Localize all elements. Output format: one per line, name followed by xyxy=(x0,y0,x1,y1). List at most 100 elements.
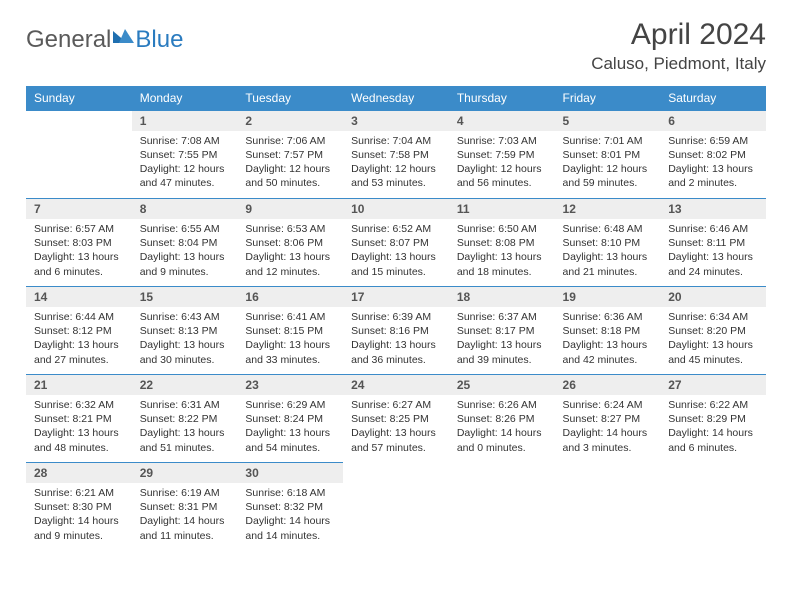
calendar-cell: 4Sunrise: 7:03 AMSunset: 7:59 PMDaylight… xyxy=(449,111,555,199)
calendar-week-row: 7Sunrise: 6:57 AMSunset: 8:03 PMDaylight… xyxy=(26,199,766,287)
weekday-header: Wednesday xyxy=(343,86,449,111)
calendar-cell: 24Sunrise: 6:27 AMSunset: 8:25 PMDayligh… xyxy=(343,375,449,463)
calendar-cell: 12Sunrise: 6:48 AMSunset: 8:10 PMDayligh… xyxy=(555,199,661,287)
calendar-cell: 21Sunrise: 6:32 AMSunset: 8:21 PMDayligh… xyxy=(26,375,132,463)
day-details: Sunrise: 7:08 AMSunset: 7:55 PMDaylight:… xyxy=(132,131,238,195)
day-number: 27 xyxy=(660,375,766,395)
calendar-cell: .. xyxy=(555,463,661,551)
day-number: 3 xyxy=(343,111,449,131)
day-number: 24 xyxy=(343,375,449,395)
day-details: Sunrise: 6:57 AMSunset: 8:03 PMDaylight:… xyxy=(26,219,132,283)
weekday-header: Friday xyxy=(555,86,661,111)
calendar-cell: 3Sunrise: 7:04 AMSunset: 7:58 PMDaylight… xyxy=(343,111,449,199)
day-number: 30 xyxy=(237,463,343,483)
calendar-cell: 18Sunrise: 6:37 AMSunset: 8:17 PMDayligh… xyxy=(449,287,555,375)
location-subtitle: Caluso, Piedmont, Italy xyxy=(591,54,766,74)
day-details: Sunrise: 6:50 AMSunset: 8:08 PMDaylight:… xyxy=(449,219,555,283)
calendar-cell: 23Sunrise: 6:29 AMSunset: 8:24 PMDayligh… xyxy=(237,375,343,463)
day-number: 12 xyxy=(555,199,661,219)
calendar-cell: 15Sunrise: 6:43 AMSunset: 8:13 PMDayligh… xyxy=(132,287,238,375)
calendar-cell: .. xyxy=(26,111,132,199)
weekday-header: Saturday xyxy=(660,86,766,111)
calendar-table: SundayMondayTuesdayWednesdayThursdayFrid… xyxy=(26,86,766,551)
day-details: Sunrise: 6:46 AMSunset: 8:11 PMDaylight:… xyxy=(660,219,766,283)
day-details: Sunrise: 6:26 AMSunset: 8:26 PMDaylight:… xyxy=(449,395,555,459)
day-details: Sunrise: 6:36 AMSunset: 8:18 PMDaylight:… xyxy=(555,307,661,371)
day-number: 5 xyxy=(555,111,661,131)
day-number: 21 xyxy=(26,375,132,395)
calendar-page: General Blue April 2024 Caluso, Piedmont… xyxy=(0,0,792,561)
day-details: Sunrise: 7:04 AMSunset: 7:58 PMDaylight:… xyxy=(343,131,449,195)
calendar-week-row: 14Sunrise: 6:44 AMSunset: 8:12 PMDayligh… xyxy=(26,287,766,375)
day-details: Sunrise: 6:41 AMSunset: 8:15 PMDaylight:… xyxy=(237,307,343,371)
day-details: Sunrise: 7:06 AMSunset: 7:57 PMDaylight:… xyxy=(237,131,343,195)
calendar-cell: 9Sunrise: 6:53 AMSunset: 8:06 PMDaylight… xyxy=(237,199,343,287)
day-number: 8 xyxy=(132,199,238,219)
day-details: Sunrise: 6:39 AMSunset: 8:16 PMDaylight:… xyxy=(343,307,449,371)
calendar-cell: 10Sunrise: 6:52 AMSunset: 8:07 PMDayligh… xyxy=(343,199,449,287)
calendar-week-row: 28Sunrise: 6:21 AMSunset: 8:30 PMDayligh… xyxy=(26,463,766,551)
calendar-cell: 8Sunrise: 6:55 AMSunset: 8:04 PMDaylight… xyxy=(132,199,238,287)
day-details: Sunrise: 6:18 AMSunset: 8:32 PMDaylight:… xyxy=(237,483,343,547)
calendar-cell: 14Sunrise: 6:44 AMSunset: 8:12 PMDayligh… xyxy=(26,287,132,375)
brand-mark-icon xyxy=(113,24,135,52)
calendar-cell: 28Sunrise: 6:21 AMSunset: 8:30 PMDayligh… xyxy=(26,463,132,551)
day-details: Sunrise: 6:48 AMSunset: 8:10 PMDaylight:… xyxy=(555,219,661,283)
day-details: Sunrise: 6:55 AMSunset: 8:04 PMDaylight:… xyxy=(132,219,238,283)
brand-part1: General xyxy=(26,26,111,54)
day-details: Sunrise: 6:21 AMSunset: 8:30 PMDaylight:… xyxy=(26,483,132,547)
day-details: Sunrise: 7:03 AMSunset: 7:59 PMDaylight:… xyxy=(449,131,555,195)
calendar-cell: 5Sunrise: 7:01 AMSunset: 8:01 PMDaylight… xyxy=(555,111,661,199)
weekday-header: Thursday xyxy=(449,86,555,111)
day-number: 13 xyxy=(660,199,766,219)
weekday-header-row: SundayMondayTuesdayWednesdayThursdayFrid… xyxy=(26,86,766,111)
day-number: 29 xyxy=(132,463,238,483)
day-number: 4 xyxy=(449,111,555,131)
calendar-cell: 30Sunrise: 6:18 AMSunset: 8:32 PMDayligh… xyxy=(237,463,343,551)
calendar-week-row: ..1Sunrise: 7:08 AMSunset: 7:55 PMDaylig… xyxy=(26,111,766,199)
day-details: Sunrise: 6:27 AMSunset: 8:25 PMDaylight:… xyxy=(343,395,449,459)
day-details: Sunrise: 6:52 AMSunset: 8:07 PMDaylight:… xyxy=(343,219,449,283)
day-details: Sunrise: 7:01 AMSunset: 8:01 PMDaylight:… xyxy=(555,131,661,195)
day-details: Sunrise: 6:32 AMSunset: 8:21 PMDaylight:… xyxy=(26,395,132,459)
day-number: 7 xyxy=(26,199,132,219)
calendar-cell: 11Sunrise: 6:50 AMSunset: 8:08 PMDayligh… xyxy=(449,199,555,287)
weekday-header: Monday xyxy=(132,86,238,111)
day-details: Sunrise: 6:24 AMSunset: 8:27 PMDaylight:… xyxy=(555,395,661,459)
day-details: Sunrise: 6:44 AMSunset: 8:12 PMDaylight:… xyxy=(26,307,132,371)
day-details: Sunrise: 6:31 AMSunset: 8:22 PMDaylight:… xyxy=(132,395,238,459)
day-details: Sunrise: 6:43 AMSunset: 8:13 PMDaylight:… xyxy=(132,307,238,371)
day-number: 1 xyxy=(132,111,238,131)
calendar-cell: 25Sunrise: 6:26 AMSunset: 8:26 PMDayligh… xyxy=(449,375,555,463)
calendar-cell: .. xyxy=(660,463,766,551)
day-details: Sunrise: 6:29 AMSunset: 8:24 PMDaylight:… xyxy=(237,395,343,459)
day-details: Sunrise: 6:37 AMSunset: 8:17 PMDaylight:… xyxy=(449,307,555,371)
calendar-cell: 7Sunrise: 6:57 AMSunset: 8:03 PMDaylight… xyxy=(26,199,132,287)
calendar-cell: 13Sunrise: 6:46 AMSunset: 8:11 PMDayligh… xyxy=(660,199,766,287)
day-details: Sunrise: 6:22 AMSunset: 8:29 PMDaylight:… xyxy=(660,395,766,459)
day-details: Sunrise: 6:19 AMSunset: 8:31 PMDaylight:… xyxy=(132,483,238,547)
day-number: 14 xyxy=(26,287,132,307)
day-number: 23 xyxy=(237,375,343,395)
calendar-cell: 17Sunrise: 6:39 AMSunset: 8:16 PMDayligh… xyxy=(343,287,449,375)
calendar-cell: 16Sunrise: 6:41 AMSunset: 8:15 PMDayligh… xyxy=(237,287,343,375)
day-number: 22 xyxy=(132,375,238,395)
calendar-cell: 2Sunrise: 7:06 AMSunset: 7:57 PMDaylight… xyxy=(237,111,343,199)
calendar-cell: 6Sunrise: 6:59 AMSunset: 8:02 PMDaylight… xyxy=(660,111,766,199)
day-number: 9 xyxy=(237,199,343,219)
calendar-cell: 27Sunrise: 6:22 AMSunset: 8:29 PMDayligh… xyxy=(660,375,766,463)
day-number: 16 xyxy=(237,287,343,307)
calendar-cell: .. xyxy=(343,463,449,551)
calendar-cell: 22Sunrise: 6:31 AMSunset: 8:22 PMDayligh… xyxy=(132,375,238,463)
day-number: 25 xyxy=(449,375,555,395)
calendar-cell: 26Sunrise: 6:24 AMSunset: 8:27 PMDayligh… xyxy=(555,375,661,463)
title-block: April 2024 Caluso, Piedmont, Italy xyxy=(591,18,766,74)
day-number: 19 xyxy=(555,287,661,307)
brand-part2: Blue xyxy=(135,26,183,54)
day-details: Sunrise: 6:34 AMSunset: 8:20 PMDaylight:… xyxy=(660,307,766,371)
calendar-cell: 19Sunrise: 6:36 AMSunset: 8:18 PMDayligh… xyxy=(555,287,661,375)
day-number: 2 xyxy=(237,111,343,131)
brand-logo: General Blue xyxy=(26,18,183,54)
calendar-cell: .. xyxy=(449,463,555,551)
day-number: 15 xyxy=(132,287,238,307)
